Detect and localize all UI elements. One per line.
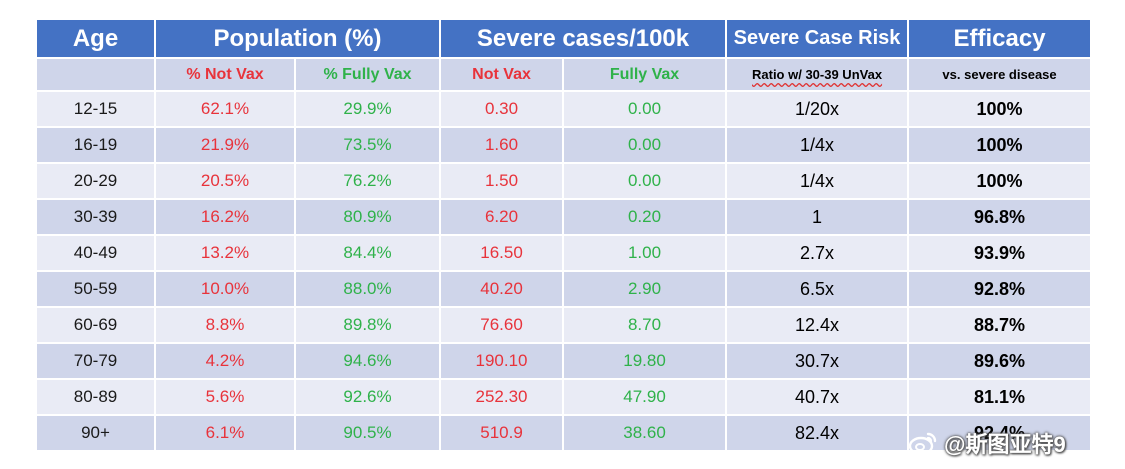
watermark-text: @斯图亚特9 [944,432,1066,457]
severe-not-vax-cell: 16.50 [439,234,565,272]
risk-ratio-cell: 1/4x [725,162,910,200]
risk-ratio-subheader: Ratio w/ 30-39 UnVax [725,57,910,92]
risk-ratio-cell: 30.7x [725,342,910,380]
severe-fully-vax-subheader: Fully Vax [562,57,728,92]
vaccine-efficacy-table: Age Population (%) Severe cases/100k Sev… [35,18,1093,452]
pop-fully-vax-subheader: % Fully Vax [293,57,442,92]
risk-ratio-cell: 1/20x [725,90,910,128]
age-cell: 60-69 [35,306,156,344]
population-header: Population (%) [153,18,442,59]
pop-fully-vax-cell: 80.9% [293,198,442,236]
severe-fully-vax-cell: 47.90 [562,378,728,416]
risk-ratio-cell: 2.7x [725,234,910,272]
pop-fully-vax-cell: 92.6% [293,378,442,416]
severe-not-vax-cell: 76.60 [439,306,565,344]
age-cell: 40-49 [35,234,156,272]
pop-not-vax-subheader: % Not Vax [154,57,296,92]
age-subheader [35,57,156,92]
pop-fully-vax-cell: 94.6% [293,342,442,380]
risk-ratio-cell: 12.4x [725,306,910,344]
age-cell: 12-15 [35,90,156,128]
efficacy-cell: 96.8% [907,198,1093,236]
severe-fully-vax-cell: 0.20 [562,198,728,236]
pop-not-vax-cell: 20.5% [154,162,296,200]
severe-fully-vax-cell: 19.80 [562,342,728,380]
pop-fully-vax-cell: 76.2% [293,162,442,200]
age-cell: 50-59 [35,270,156,308]
severe-not-vax-cell: 252.30 [439,378,565,416]
risk-ratio-cell: 1 [725,198,910,236]
table-row: 70-79 4.2% 94.6% 190.10 19.80 30.7x 89.6% [35,342,1093,380]
efficacy-cell: 92.4% [907,414,1093,452]
efficacy-cell: 100% [907,90,1093,128]
table-row: 40-49 13.2% 84.4% 16.50 1.00 2.7x 93.9% [35,234,1093,272]
efficacy-cell: 93.9% [907,234,1093,272]
efficacy-cell: 100% [907,126,1093,164]
severe-not-vax-cell: 1.60 [439,126,565,164]
efficacy-cell: 92.8% [907,270,1093,308]
risk-ratio-cell: 1/4x [725,126,910,164]
risk-ratio-cell: 40.7x [725,378,910,416]
pop-not-vax-cell: 10.0% [154,270,296,308]
severe-not-vax-cell: 40.20 [439,270,565,308]
severe-fully-vax-cell: 38.60 [562,414,728,452]
pop-fully-vax-cell: 89.8% [293,306,442,344]
pop-fully-vax-cell: 90.5% [293,414,442,452]
table-row: 80-89 5.6% 92.6% 252.30 47.90 40.7x 81.1% [35,378,1093,416]
efficacy-cell: 81.1% [907,378,1093,416]
table-row: 30-39 16.2% 80.9% 6.20 0.20 1 96.8% [35,198,1093,236]
severe-cases-header: Severe cases/100k [439,18,728,59]
header-row: Age Population (%) Severe cases/100k Sev… [35,18,1093,59]
age-cell: 30-39 [35,198,156,236]
severe-not-vax-cell: 6.20 [439,198,565,236]
severe-not-vax-cell: 190.10 [439,342,565,380]
pop-not-vax-cell: 5.6% [154,378,296,416]
table-row: 16-19 21.9% 73.5% 1.60 0.00 1/4x 100% [35,126,1093,164]
pop-fully-vax-cell: 84.4% [293,234,442,272]
table-row: 60-69 8.8% 89.8% 76.60 8.70 12.4x 88.7% [35,306,1093,344]
subheader-row: % Not Vax % Fully Vax Not Vax Fully Vax … [35,57,1093,92]
efficacy-subheader: vs. severe disease [907,57,1093,92]
table-row: 12-15 62.1% 29.9% 0.30 0.00 1/20x 100% [35,90,1093,128]
severe-fully-vax-cell: 8.70 [562,306,728,344]
weibo-icon [908,432,937,456]
severe-fully-vax-cell: 2.90 [562,270,728,308]
efficacy-cell: 89.6% [907,342,1093,380]
pop-not-vax-cell: 16.2% [154,198,296,236]
pop-not-vax-cell: 8.8% [154,306,296,344]
age-cell: 16-19 [35,126,156,164]
watermark: @斯图亚特9 [908,426,1118,460]
age-cell: 20-29 [35,162,156,200]
pop-fully-vax-cell: 88.0% [293,270,442,308]
severe-not-vax-cell: 1.50 [439,162,565,200]
table-row: 90+ 6.1% 90.5% 510.9 38.60 82.4x 92.4% [35,414,1093,452]
age-cell: 90+ [35,414,156,452]
table-row: 50-59 10.0% 88.0% 40.20 2.90 6.5x 92.8% [35,270,1093,308]
severe-not-vax-cell: 510.9 [439,414,565,452]
pop-not-vax-cell: 62.1% [154,90,296,128]
severe-not-vax-subheader: Not Vax [439,57,565,92]
efficacy-header: Efficacy [907,18,1093,59]
risk-ratio-cell: 6.5x [725,270,910,308]
pop-fully-vax-cell: 73.5% [293,126,442,164]
efficacy-cell: 88.7% [907,306,1093,344]
severe-fully-vax-cell: 0.00 [562,162,728,200]
severe-not-vax-cell: 0.30 [439,90,565,128]
severe-fully-vax-cell: 0.00 [562,90,728,128]
risk-ratio-cell: 82.4x [725,414,910,452]
age-header: Age [35,18,156,59]
pop-not-vax-cell: 21.9% [154,126,296,164]
severe-fully-vax-cell: 0.00 [562,126,728,164]
efficacy-cell: 100% [907,162,1093,200]
table-row: 20-29 20.5% 76.2% 1.50 0.00 1/4x 100% [35,162,1093,200]
table-body: 12-15 62.1% 29.9% 0.30 0.00 1/20x 100% 16-19 21.… [35,90,1093,452]
pop-fully-vax-cell: 29.9% [293,90,442,128]
severe-case-risk-header: Severe Case Risk [725,18,910,59]
pop-not-vax-cell: 13.2% [154,234,296,272]
age-cell: 80-89 [35,378,156,416]
severe-fully-vax-cell: 1.00 [562,234,728,272]
pop-not-vax-cell: 4.2% [154,342,296,380]
age-cell: 70-79 [35,342,156,380]
pop-not-vax-cell: 6.1% [154,414,296,452]
